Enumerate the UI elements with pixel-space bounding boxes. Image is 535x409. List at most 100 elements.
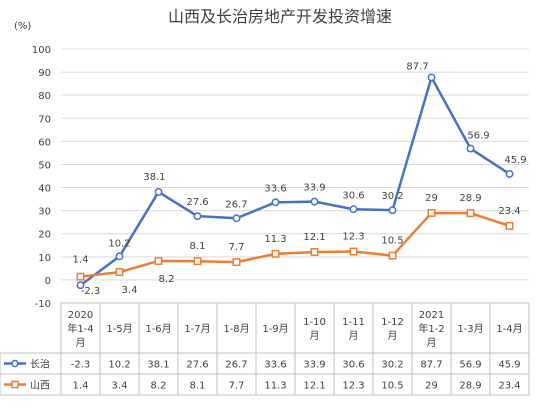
y-tick-label: 100 (32, 45, 51, 56)
table-cell: 12.3 (342, 381, 364, 392)
y-tick-label: 90 (38, 68, 51, 79)
point-labels: -2.3 10.2 38.1 27.6 26.7 33.6 33.9 30.6 30.2 87.7… (73, 61, 527, 297)
data-point (427, 208, 436, 217)
y-tick-label: 10 (38, 253, 51, 264)
data-label: 12.1 (303, 232, 325, 243)
table-cell: 3.4 (112, 381, 128, 392)
data-label: 30.2 (381, 191, 403, 202)
data-label: 12.3 (342, 232, 364, 243)
table-cell: 30.2 (381, 360, 403, 371)
data-label: 1.4 (73, 255, 89, 266)
series-line-1 (80, 211, 510, 278)
data-label: 28.9 (459, 193, 481, 204)
legend-entry: 长治 (30, 358, 50, 371)
table-cell: 10.2 (108, 360, 130, 371)
x-tick-label: 1-9月 (262, 323, 288, 335)
table-cell: 12.1 (303, 381, 325, 392)
table-cell: 8.1 (190, 381, 206, 392)
table-cell: 30.6 (342, 360, 364, 371)
legend-entry: 山西 (30, 380, 50, 392)
data-point (232, 258, 241, 267)
y-tick-label: 60 (38, 137, 51, 148)
table-cell: 33.9 (303, 360, 325, 371)
data-point (115, 268, 124, 277)
x-tick-label: 1-7月 (184, 323, 210, 335)
data-label: 23.4 (498, 206, 520, 217)
y-axis-label: (%) (14, 21, 31, 32)
x-tick-label: 1-10 (303, 317, 326, 328)
x-tick-label: 1-12 (381, 317, 404, 328)
table-cell: 33.6 (264, 360, 286, 371)
data-point (193, 212, 202, 221)
data-label: 8.2 (159, 274, 175, 285)
table-cell: 28.9 (459, 381, 481, 392)
table-cell: 23.4 (498, 381, 520, 392)
data-point (466, 144, 475, 153)
x-tick-label: 月 (310, 330, 320, 342)
data-label: 33.9 (303, 183, 325, 194)
series-line-0 (79, 76, 511, 287)
x-tick-label: 1-8月 (223, 323, 249, 335)
data-label: 7.7 (229, 242, 245, 253)
data-point (76, 281, 85, 290)
data-point (115, 252, 124, 261)
data-label: 10.2 (108, 238, 130, 249)
data-point (76, 272, 85, 281)
data-point (154, 187, 163, 196)
data-point (310, 197, 319, 206)
table-cell: 27.6 (186, 360, 208, 371)
data-point (154, 257, 163, 265)
y-tick-label: 40 (38, 184, 51, 195)
data-label: 33.6 (264, 183, 286, 194)
gridlines (61, 48, 529, 304)
table-cell: -2.3 (71, 360, 91, 371)
data-point (349, 247, 358, 256)
table-cell: 8.2 (151, 381, 167, 392)
y-tick-label: 30 (38, 207, 51, 218)
table-cell: 7.7 (229, 381, 245, 392)
y-tick-label: 20 (38, 230, 51, 241)
table-cell: 1.4 (73, 381, 89, 392)
table-cell: 45.9 (498, 360, 520, 371)
y-tick-label: 50 (38, 160, 51, 171)
data-point (349, 205, 358, 214)
legend-marker (11, 380, 19, 389)
x-tick-label: 月 (427, 337, 437, 349)
x-tick-label: 1-3月 (457, 323, 483, 335)
x-tick-label: 1-11 (342, 317, 365, 328)
table-cell: 29 (425, 381, 438, 392)
table-cell: 11.3 (264, 381, 286, 392)
x-tick-label: 2021 (419, 310, 444, 321)
data-label: 38.1 (143, 172, 165, 183)
y-tick-label: -10 (35, 299, 51, 310)
series-layer (76, 73, 514, 290)
data-point (271, 198, 280, 207)
data-point (232, 214, 241, 223)
table-cell: 56.9 (459, 360, 481, 371)
data-label: 30.6 (342, 190, 364, 201)
table-cell: 38.1 (147, 360, 169, 371)
data-label: 26.7 (225, 199, 247, 210)
y-tick-labels: -10 0 10 20 30 40 50 60 70 80 90 100 (32, 45, 51, 310)
legend-marker (11, 359, 19, 368)
x-tick-label: 月 (349, 330, 359, 342)
data-label: 11.3 (264, 234, 286, 245)
x-tick-label: 1-6月 (145, 323, 171, 335)
x-tick-label: 2020 (68, 310, 93, 321)
data-point (193, 257, 202, 266)
data-point (466, 209, 475, 218)
table-cell: 26.7 (225, 360, 247, 371)
x-tick-label: 年1-4 (67, 322, 93, 335)
data-label: 87.7 (406, 61, 428, 72)
data-label: 3.4 (122, 285, 138, 296)
data-point (310, 248, 319, 256)
x-tick-label: 1-4月 (496, 323, 522, 335)
table-cell: 87.7 (420, 360, 442, 371)
data-point (271, 249, 280, 258)
data-point (388, 251, 397, 260)
data-point (505, 169, 514, 178)
data-point (505, 221, 514, 230)
